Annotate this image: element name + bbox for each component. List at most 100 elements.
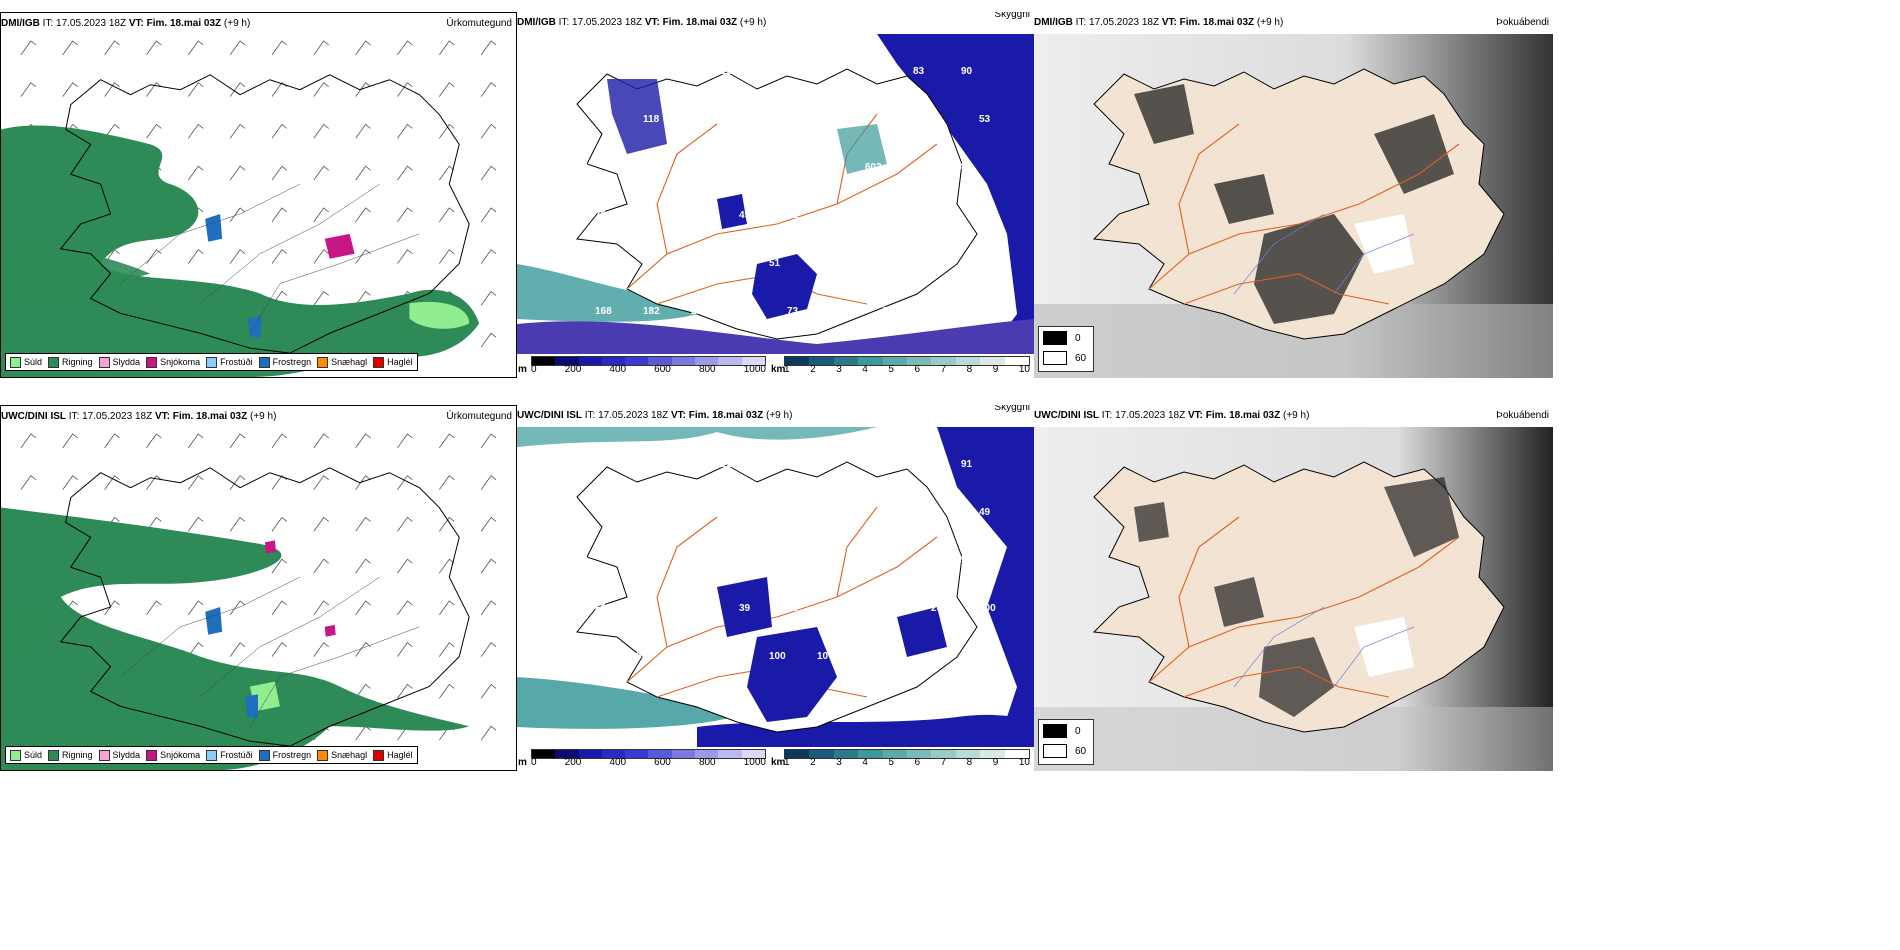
legend-item: Snjókoma: [146, 356, 200, 368]
model-label: UWC/DINI ISL: [517, 410, 582, 421]
lead-time: (+9 h): [1256, 17, 1284, 28]
panel-header: UWC/DINI ISL IT: 17.05.2023 18Z VT: Fim.…: [1, 406, 516, 428]
wind-barb: [271, 475, 288, 490]
lead-time: (+9 h): [739, 17, 767, 28]
visibility-value-label: 56: [883, 507, 895, 518]
scale-color-step: [931, 357, 956, 365]
wind-barb: [271, 433, 288, 449]
wind-barb: [355, 725, 371, 741]
scale-tick-label: 5: [888, 757, 894, 768]
legend-label: Snæhagl: [331, 357, 368, 367]
precip-panel-row1: DMI/IGB IT: 17.05.2023 18Z VT: Fim. 18.m…: [0, 12, 517, 378]
wind-barb: [313, 600, 329, 616]
visibility-value-label: 49: [739, 210, 751, 221]
visibility-value-label: 38: [787, 603, 799, 614]
wind-barb: [187, 475, 204, 490]
scale-tick-label: 1: [784, 364, 790, 375]
visibility-value-label: 50: [865, 555, 877, 566]
legend-label: Súld: [24, 750, 43, 760]
scale-color-step: [601, 357, 626, 365]
scale-color-step: [648, 357, 672, 365]
scale-unit: m: [518, 364, 527, 375]
low-vis-patch-3: [607, 79, 667, 154]
issue-time: IT: 17.05.2023 18Z: [42, 18, 127, 29]
wind-barb: [397, 433, 413, 449]
visibility-map: 108 82 85 127 171 93 190 120 91 188 300 109 77 44 49 56…: [517, 427, 1034, 747]
scale-color-step: [955, 357, 981, 365]
visibility-value-label: 49: [979, 507, 991, 518]
legend-swatch: [373, 356, 385, 368]
legend-swatch: [10, 356, 21, 368]
issue-time: IT: 17.05.2023 18Z: [558, 17, 643, 28]
wind-barb: [62, 40, 78, 56]
wind-barb: [271, 40, 288, 56]
legend-item: Slydda: [98, 356, 140, 368]
wind-barb: [438, 433, 455, 449]
scale-color-step: [858, 357, 883, 365]
legend-swatch: [98, 749, 110, 761]
panel-type-label: Skyggni: [994, 405, 1030, 413]
rain-area-2: [1, 249, 151, 304]
wind-barb: [313, 82, 329, 97]
legend-item: Frostúði: [206, 749, 253, 761]
visibility-value-label: 53: [979, 114, 991, 125]
wind-barb: [187, 165, 204, 181]
wind-barb: [271, 516, 288, 532]
scale-ticks: 1 2 3 4 5 6 7 8 9 10: [784, 757, 1030, 768]
legend-swatch: [10, 749, 21, 761]
visibility-value-label: 235: [673, 651, 690, 662]
scale-color-step: [671, 750, 696, 758]
visibility-value-label: 881: [577, 651, 594, 662]
legend-item: Rigning: [48, 749, 93, 761]
legend-label: Frostúði: [220, 750, 253, 760]
rain-area: [1, 125, 480, 377]
scale-color-step: [809, 750, 834, 758]
wind-barb: [397, 475, 413, 490]
visibility-scale-km: km 1 2 3 4 5 6 7 8 9 10: [770, 354, 1034, 378]
wind-barb: [438, 683, 455, 699]
visibility-value-label: 182: [643, 306, 660, 317]
legend-swatch: [98, 356, 110, 368]
visibility-value-label: 168: [595, 306, 612, 317]
panel-type-label: Úrkomutegund: [446, 411, 512, 422]
wind-barb: [355, 642, 371, 657]
wind-barb: [480, 516, 497, 532]
wind-barb: [480, 290, 497, 306]
scale-color-step: [980, 750, 1005, 758]
wind-barb: [313, 475, 329, 490]
wind-barb: [104, 433, 120, 449]
valid-time: VT: Fim. 18.mai 03Z: [670, 410, 764, 421]
legend-dark-value: 0: [1075, 725, 1081, 737]
wind-barb: [480, 40, 497, 56]
wind-barb: [397, 516, 413, 532]
visibility-value-label: 61: [625, 162, 637, 173]
sea-teal-north: [517, 427, 877, 447]
scale-tick-label: 800: [698, 364, 716, 375]
land: [576, 461, 978, 733]
scale-color-step: [785, 357, 810, 365]
wind-barb: [355, 165, 371, 181]
wind-barb: [397, 683, 413, 699]
scale-tick-label: 10: [1018, 757, 1030, 768]
lead-time: (+9 h): [766, 410, 793, 421]
wind-barb: [104, 600, 120, 616]
scale-tick-label: 10: [1018, 364, 1030, 375]
precip-panel-row2: UWC/DINI ISL IT: 17.05.2023 18Z VT: Fim.…: [0, 405, 517, 771]
visibility-value-label: 39: [739, 603, 751, 614]
visibility-value-label: 79: [931, 306, 943, 317]
visibility-value-label: 70: [835, 306, 847, 317]
scale-tick-label: 4: [862, 757, 868, 768]
scale-tick-label: 8: [966, 364, 973, 375]
roads: [626, 506, 938, 698]
wind-barb: [355, 82, 371, 97]
roads: [1148, 123, 1460, 305]
visibility-labels: 102 105 87 102 158 47 104 83 90 90 118 64 73 74 65 75 62…: [577, 66, 991, 317]
scale-colorbar: [531, 749, 766, 759]
wind-barb: [438, 123, 455, 139]
scale-color-step: [833, 357, 859, 365]
visibility-value-label: 41: [673, 258, 685, 269]
precip-map: [1, 35, 516, 377]
legend-light-value: 60: [1075, 352, 1087, 364]
scale-color-step: [833, 750, 859, 758]
visibility-value-label: 83: [913, 66, 925, 77]
